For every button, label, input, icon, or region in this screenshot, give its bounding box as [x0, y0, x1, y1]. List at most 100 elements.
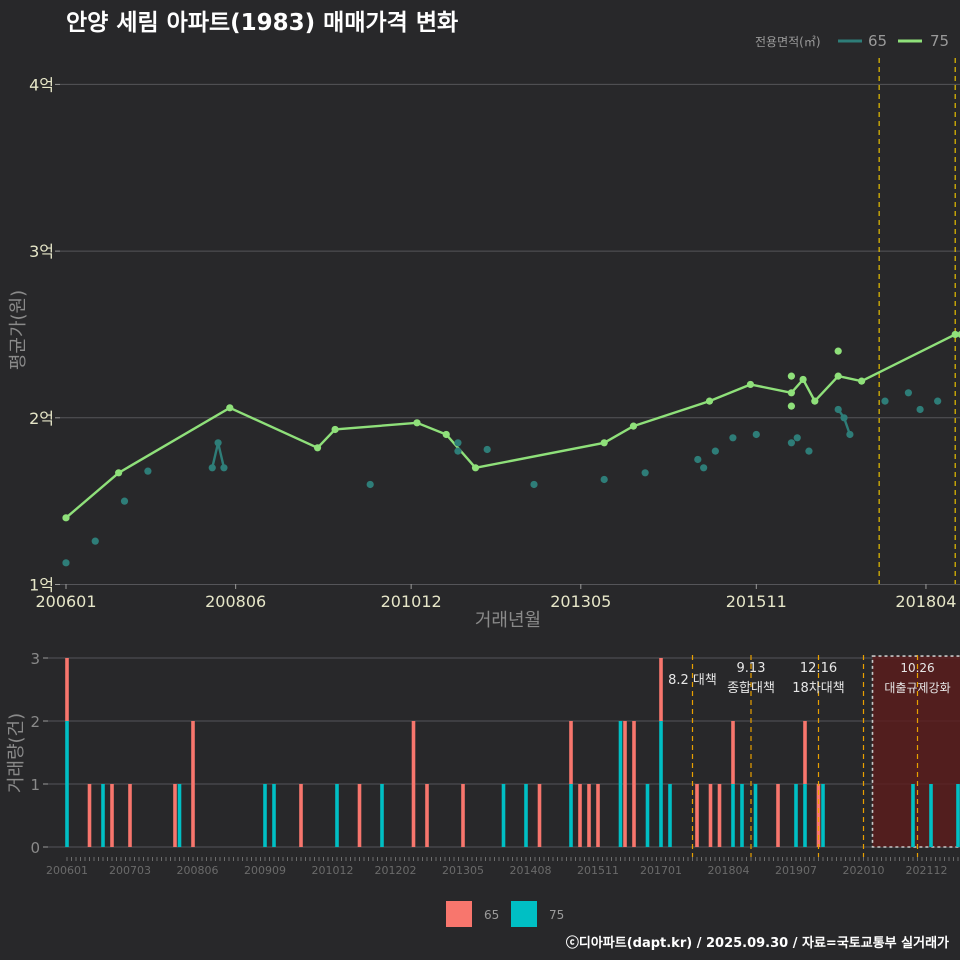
y-axis-label: 평균가(원): [8, 290, 29, 370]
series-65-point: [934, 397, 942, 405]
volume-x-tick-label: 201511: [577, 864, 619, 877]
policy-annotation-text: 12.16: [800, 661, 837, 676]
series-75-point: [115, 469, 123, 477]
series-65-point: [120, 497, 129, 505]
volume-bar-65: [578, 784, 582, 847]
series-65-point: [600, 475, 608, 484]
volume-bar-65: [803, 721, 807, 784]
series-75-point: [799, 375, 807, 384]
legend: 전용면적(㎡) 65 75: [755, 32, 949, 50]
series-65-point: [483, 445, 491, 454]
volume-bar-75: [272, 784, 276, 847]
volume-policy-lines: [691, 655, 919, 857]
series-65-point: [530, 480, 538, 489]
series-75-point: [331, 425, 339, 434]
volume-bar-65: [425, 784, 429, 847]
volume-x-ticks: 200601 200703 200806 200909 201012 201202 2013…: [46, 857, 959, 877]
policy-annotation-text: 대출규제강화: [884, 681, 950, 695]
series-65-point: [752, 430, 760, 439]
policy-annotations: 8.2 대책9.13종합대책12.1618차대책10.26대출규제강화1.3규제…: [668, 661, 950, 696]
volume-bar-65: [299, 784, 303, 847]
volume-bar-65: [717, 784, 722, 847]
series-75-line: [65, 333, 960, 519]
volume-bar-65: [708, 784, 713, 847]
price-y-tick-label: 4억: [29, 75, 54, 94]
volume-bar-75: [753, 784, 758, 847]
price-x-tick-label: 201305: [550, 592, 611, 611]
volume-bar-75: [659, 721, 663, 847]
series-75-point: [787, 372, 796, 380]
series-65-point: [220, 464, 228, 472]
volume-bar-65: [587, 784, 591, 847]
series-75-point: [629, 422, 638, 430]
volume-bar-75: [794, 784, 798, 847]
volume-bar-75: [821, 784, 825, 847]
series-65-point: [793, 434, 801, 442]
volume-bar-65: [596, 784, 600, 847]
price-x-tick-label: 201012: [381, 592, 442, 611]
series-65-point: [454, 439, 462, 447]
volume-bar-65: [659, 658, 663, 721]
series-75-point: [442, 430, 450, 439]
volume-x-tick-label: 200806: [177, 864, 219, 877]
volume-bar-75: [740, 784, 744, 847]
series-65-point: [641, 469, 649, 477]
price-y-ticks: 1억 2억 3억 4억: [29, 75, 60, 595]
volume-y-tick-label: 2: [30, 713, 40, 731]
volume-bar-75: [263, 784, 267, 847]
series-75-point: [413, 419, 421, 427]
series-75-point: [787, 402, 796, 410]
volume-bar-75: [645, 784, 650, 847]
volume-bar-65: [569, 721, 573, 784]
volume-bar-75: [803, 784, 807, 847]
series-75-point: [787, 389, 796, 397]
volume-y-tick-label: 3: [30, 650, 40, 668]
series-75-point: [811, 397, 819, 405]
series-65-point: [834, 405, 842, 414]
volume-legend: 65 75: [446, 901, 564, 927]
volume-bar-65: [623, 721, 627, 847]
volume-x-tick-label: 201907: [775, 864, 817, 877]
volume-bar-75: [524, 784, 528, 847]
series-75-point: [471, 464, 480, 472]
series-65-point: [144, 467, 152, 475]
policy-annotation-text: 8.2 대책: [668, 673, 717, 688]
series-65-point: [214, 439, 222, 447]
policy-annotation-text: 종합대책: [727, 681, 775, 696]
price-x-ticks: 2006012008062010122013052015112018042020…: [35, 584, 956, 611]
series-65-point: [62, 559, 70, 567]
volume-bar-75: [177, 784, 182, 847]
volume-bar-65: [411, 721, 416, 847]
series-65-point: [454, 447, 462, 455]
series-65-point: [846, 430, 854, 439]
volume-highlight-box: [871, 655, 960, 848]
volume-bar-65: [128, 784, 132, 847]
series-75-point: [834, 372, 842, 380]
series-65-point: [711, 447, 719, 455]
series-75-point: [313, 444, 322, 452]
volume-bar-75: [618, 721, 623, 847]
footer-credit: ⓒ디아파트(dapt.kr) / 2025.09.30 / 자료=국토교통부 실…: [566, 935, 949, 951]
volume-bar-75: [101, 784, 105, 847]
volume-bar-65: [191, 721, 195, 847]
volume-bar-65: [87, 784, 92, 847]
series-75-point: [600, 439, 608, 447]
volume-y-ticks: 0 1 2 3: [30, 650, 48, 857]
volume-bar-75: [335, 784, 339, 847]
series-65-point: [91, 537, 99, 545]
volume-bars: [65, 658, 960, 847]
price-y-tick-label: 3억: [29, 242, 54, 261]
volume-bar-65: [632, 721, 636, 847]
series-65-point: [840, 414, 848, 422]
series-65-point: [881, 397, 889, 405]
volume-x-tick-label: 201305: [442, 864, 484, 877]
series-65-point: [916, 405, 924, 414]
series-75-point: [62, 514, 70, 522]
price-points: [62, 330, 960, 567]
volume-legend-swatch-75: [511, 901, 537, 927]
policy-annotation-text: 18차대책: [792, 681, 844, 696]
volume-bar-75: [731, 784, 735, 847]
volume-y-tick-label: 0: [30, 839, 40, 857]
